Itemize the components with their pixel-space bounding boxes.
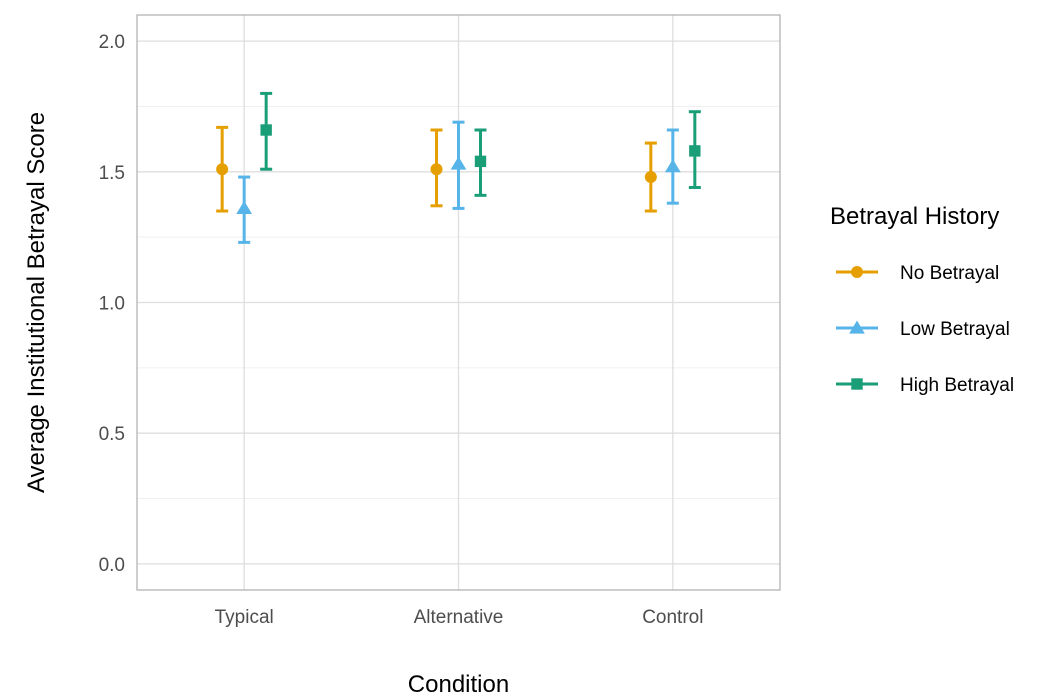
grid-layer	[137, 15, 780, 590]
data-point	[450, 156, 467, 170]
y-tick-label: 1.0	[99, 294, 125, 315]
y-tick-label: 2.0	[99, 32, 125, 53]
x-axis-title: Condition	[408, 671, 509, 698]
panel-border	[136, 14, 781, 591]
data-point	[689, 145, 701, 157]
data-point	[474, 155, 487, 168]
data-point	[260, 124, 272, 136]
legend-key-marker	[851, 378, 863, 390]
legend-item: No Betrayal	[836, 263, 999, 284]
axis-layer: 0.0 0.5 1.0 1.5 2.0 Typical Alternative Control	[99, 32, 704, 628]
legend-item: High Betrayal	[836, 375, 1014, 396]
data-point	[664, 159, 681, 173]
series-high-betrayal	[260, 91, 701, 197]
x-tick-label: Typical	[215, 607, 274, 628]
y-tick-label: 0.0	[99, 555, 125, 576]
data-point	[430, 163, 443, 176]
legend-label: No Betrayal	[900, 263, 999, 284]
data-point	[644, 171, 657, 184]
legend-label: High Betrayal	[900, 375, 1014, 396]
legend-items: No Betrayal Low Betrayal High Betrayal	[836, 263, 1014, 396]
legend-key-marker	[849, 320, 865, 334]
y-tick-label: 0.5	[99, 424, 125, 445]
y-tick-label: 1.5	[99, 163, 125, 184]
legend: Betrayal History No Betrayal Low Betrayal…	[830, 203, 1014, 396]
series-low-betrayal	[236, 120, 681, 244]
series-no-betrayal	[216, 125, 657, 213]
legend-label: Low Betrayal	[900, 319, 1010, 340]
x-tick-label: Control	[642, 607, 703, 628]
legend-key-marker	[851, 266, 863, 278]
data-point	[216, 163, 229, 176]
y-axis-title: Average Institutional Betrayal Score	[23, 112, 50, 493]
data-point	[236, 200, 253, 215]
x-tick-label: Alternative	[414, 607, 504, 628]
legend-title: Betrayal History	[830, 203, 999, 230]
data-layer	[216, 91, 701, 244]
legend-item: Low Betrayal	[836, 319, 1010, 340]
